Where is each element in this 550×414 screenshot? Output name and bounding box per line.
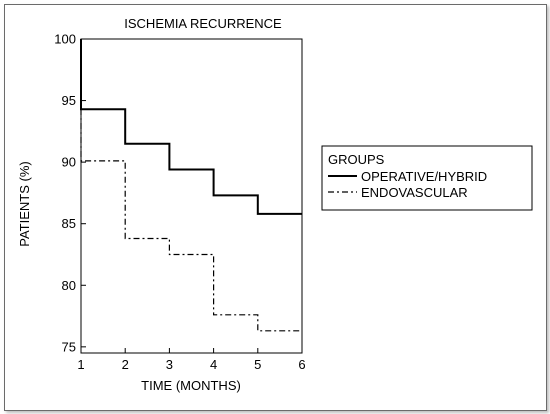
y-axis-label: PATIENTS (%) bbox=[17, 161, 32, 246]
y-tick-label: 85 bbox=[62, 216, 76, 231]
x-axis-ticks: 1 2 3 4 5 6 bbox=[77, 348, 306, 372]
legend-box bbox=[321, 145, 533, 211]
x-tick-label: 1 bbox=[77, 357, 84, 372]
y-tick-label: 90 bbox=[62, 155, 76, 170]
legend-label-operative-hybrid: OPERATIVE/HYBRID bbox=[361, 169, 487, 184]
y-tick-label: 100 bbox=[54, 32, 76, 47]
y-tick-label: 80 bbox=[62, 278, 76, 293]
chart-title: ISCHEMIA RECURRENCE bbox=[124, 16, 282, 31]
legend: GROUPS OPERATIVE/HYBRID ENDOVASCULAR bbox=[321, 145, 533, 211]
plot-area bbox=[80, 38, 303, 354]
y-tick-label: 75 bbox=[62, 339, 76, 354]
chart-frame: ISCHEMIA RECURRENCE PATIENTS (%) TIME (M… bbox=[4, 4, 547, 411]
series-line-endovascular bbox=[80, 39, 302, 332]
x-tick-label: 5 bbox=[254, 357, 261, 372]
x-tick-label: 3 bbox=[166, 357, 173, 372]
kaplan-meier-chart: ISCHEMIA RECURRENCE PATIENTS (%) TIME (M… bbox=[17, 16, 533, 393]
x-tick-label: 2 bbox=[122, 357, 129, 372]
series-line-operative-hybrid bbox=[80, 39, 302, 215]
y-tick-label: 95 bbox=[62, 93, 76, 108]
x-tick-label: 4 bbox=[210, 357, 217, 372]
x-tick-label: 6 bbox=[298, 357, 305, 372]
y-axis-ticks: 75 80 85 90 95 100 bbox=[54, 32, 86, 354]
legend-title: GROUPS bbox=[328, 152, 385, 167]
legend-label-endovascular: ENDOVASCULAR bbox=[361, 185, 468, 200]
x-axis-label: TIME (MONTHS) bbox=[141, 378, 241, 393]
series-layer bbox=[80, 39, 302, 332]
